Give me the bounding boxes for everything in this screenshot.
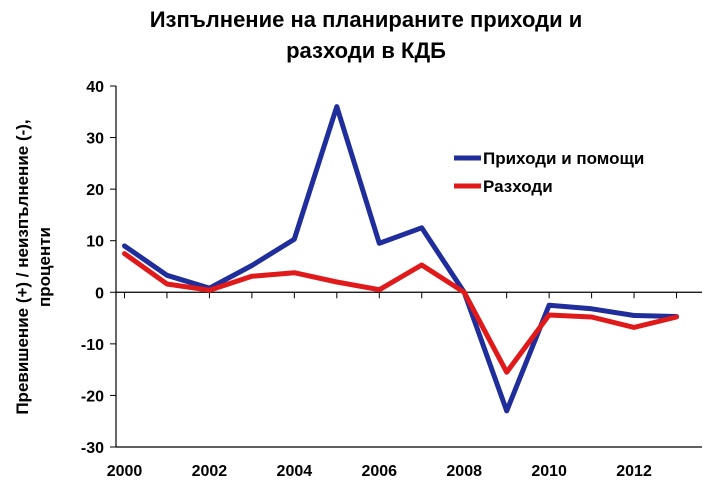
x-axis-ticks: 2000 2002 2004 2006 2008 2010 2012 [107, 292, 678, 480]
x-tick-label: 2006 [361, 463, 397, 480]
y-axis-ticks: -30 -20 -10 0 10 20 30 40 [81, 79, 116, 457]
y-tick-label: 40 [86, 79, 104, 96]
series-lines [122, 104, 679, 414]
x-tick-label: 2008 [446, 463, 482, 480]
y-tick-label: -10 [81, 337, 104, 354]
y-tick-label: -30 [81, 440, 104, 457]
axes [115, 86, 702, 448]
x-tick-label: 2004 [277, 463, 313, 480]
x-tick-label: 2012 [616, 463, 652, 480]
series-line-revenue [122, 104, 679, 414]
y-axis-label-line-2: проценти [35, 227, 54, 307]
chart-title: Изпълнение на планираните приходи и разх… [150, 7, 583, 63]
chart-title-line-1: Изпълнение на планираните приходи и [150, 7, 583, 32]
y-tick-label: -20 [81, 388, 104, 405]
legend-label-revenue: Приходи и помощи [483, 149, 644, 168]
y-tick-label: 10 [86, 234, 104, 251]
chart-title-line-2: разходи в КДБ [286, 38, 446, 63]
y-tick-label: 30 [86, 131, 104, 148]
legend: Приходи и помощи Разходи [454, 149, 644, 196]
x-tick-label: 2002 [192, 463, 228, 480]
y-axis-label: Превишение (+) / неизпълнение (-), проце… [13, 119, 54, 414]
series-line-expenditure [122, 251, 679, 375]
y-tick-label: 20 [86, 182, 104, 199]
legend-label-expenditure: Разходи [483, 177, 553, 196]
x-tick-label: 2000 [107, 463, 143, 480]
y-tick-label: 0 [95, 285, 104, 302]
x-tick-label: 2010 [531, 463, 567, 480]
y-axis-label-line-1: Превишение (+) / неизпълнение (-), [13, 119, 32, 414]
